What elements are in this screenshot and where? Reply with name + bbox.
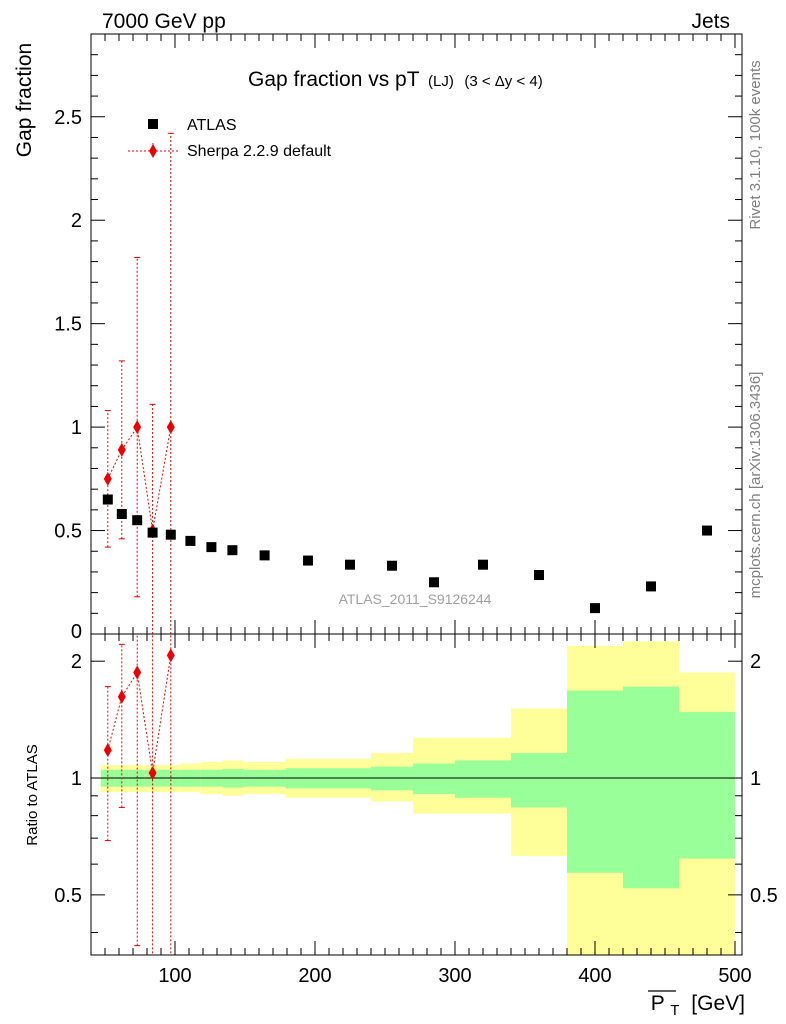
atlas-point — [387, 560, 397, 571]
energy-header: 7000 GeV pp — [102, 10, 226, 33]
ratio-y-axis-label: Ratio to ATLAS — [24, 744, 41, 845]
atlas-point — [590, 603, 600, 614]
y-tick-label: 1 — [71, 417, 82, 439]
x-tick-label: 400 — [578, 965, 611, 987]
sherpa-point — [133, 420, 142, 435]
uncertainty-band-inner — [511, 753, 567, 808]
ratio-sherpa-point — [103, 743, 112, 758]
sherpa-point — [117, 442, 126, 457]
atlas-point — [116, 509, 127, 519]
plot-title: Gap fraction vs pT (LJ) (3 < Δy < 4) — [248, 68, 543, 91]
atlas-point — [345, 559, 355, 570]
atlas-point — [646, 581, 656, 592]
atlas-point — [478, 559, 488, 570]
source-label: mcplots.cern.ch [arXiv:1306.3436] — [747, 372, 764, 599]
plot-title-main: Gap fraction vs pT — [248, 68, 420, 91]
uncertainty-band-inner — [623, 686, 679, 889]
ratio-sherpa-point — [166, 648, 175, 663]
atlas-point — [259, 550, 270, 561]
ratio-y-tick-label: 0.5 — [54, 885, 82, 907]
atlas-point — [303, 555, 313, 566]
y-axis-label: Gap fraction — [13, 43, 36, 157]
x-tick-label: 100 — [158, 965, 191, 987]
legend-mc-marker — [149, 144, 157, 158]
atlas-point — [702, 525, 712, 536]
sherpa-line — [107, 425, 172, 531]
x-axis-label-sub: T — [670, 1002, 679, 1019]
atlas-point — [165, 529, 176, 540]
watermark: ATLAS_2011_S9126244 — [339, 591, 492, 607]
atlas-point — [102, 494, 113, 505]
ratio-panel: 100 200 300 400 500 0.5 0.5 1 1 2 2 Ratio to ATLAS… — [24, 633, 778, 1020]
ratio-y-tick-label: 2 — [71, 651, 82, 673]
atlas-point — [206, 542, 217, 553]
ratio-y-tick-label: 1 — [71, 768, 82, 790]
ratio-panel-frame — [90, 633, 743, 956]
x-tick-label: 300 — [438, 965, 471, 987]
atlas-point — [227, 545, 238, 556]
rivet-label: Rivet 3.1.10, 100k events — [747, 60, 764, 229]
uncertainty-band-inner — [679, 711, 735, 859]
uncertainty-band-inner — [413, 763, 455, 794]
main-panel: 0.5 1 1.5 2 2.5 0 ATLAS_2011_S9126244 Gap fra… — [13, 33, 743, 643]
legend-atlas-marker — [148, 119, 158, 129]
process-header: Jets — [691, 10, 730, 33]
ratio-sherpa-point — [117, 689, 126, 704]
atlas-point — [429, 577, 439, 588]
x-axis-label: P T [GeV] — [651, 992, 745, 1020]
ratio-sherpa-point — [133, 665, 142, 680]
plot-title-sub2: (3 < Δy < 4) — [464, 73, 542, 90]
y-tick-label: 1.5 — [54, 314, 82, 336]
x-tick-label: 500 — [718, 965, 751, 987]
uncertainty-band-inner — [455, 760, 511, 798]
legend-mc-label: Sherpa 2.2.9 default — [187, 143, 332, 160]
atlas-point — [132, 515, 143, 526]
x-tick-label: 200 — [298, 965, 331, 987]
legend: ATLAS Sherpa 2.2.9 default — [128, 117, 332, 160]
uncertainty-band-inner — [567, 690, 623, 873]
y-tick-label: 0.5 — [54, 521, 82, 543]
x-axis-label-unit: [GeV] — [691, 992, 745, 1015]
ratio-sherpa-point — [148, 766, 157, 781]
x-axis-label-main: P — [651, 992, 665, 1015]
atlas-point — [185, 535, 196, 546]
y-tick-label-zero: 0 — [71, 621, 82, 643]
ratio-y-tick-label-right: 2 — [750, 651, 761, 673]
atlas-point — [147, 527, 158, 538]
ratio-sherpa-line — [107, 655, 172, 774]
ratio-y-tick-label-right: 0.5 — [750, 885, 778, 907]
legend-atlas-label: ATLAS — [187, 117, 237, 134]
ratio-y-tick-label-right: 1 — [750, 768, 761, 790]
sherpa-point — [166, 420, 175, 435]
sherpa-point — [103, 471, 112, 486]
plot-title-sub1: (LJ) — [428, 73, 454, 90]
y-tick-label: 2 — [71, 210, 82, 232]
atlas-point — [534, 570, 544, 581]
y-tick-label: 2.5 — [54, 107, 82, 129]
